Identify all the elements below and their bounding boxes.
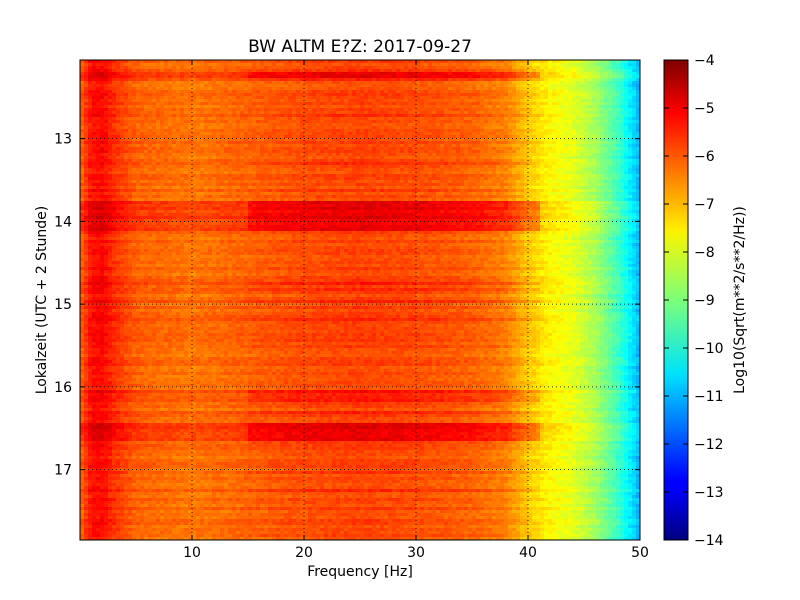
spectrogram-heatmap: [80, 60, 641, 541]
chart-title: BW ALTM E?Z: 2017-09-27: [248, 37, 472, 57]
